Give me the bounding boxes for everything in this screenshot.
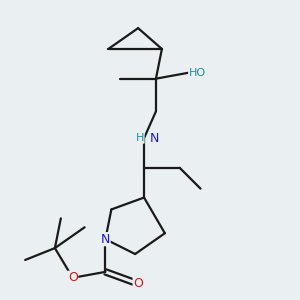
Text: N: N <box>150 132 159 145</box>
Text: O: O <box>68 271 78 284</box>
Text: H: H <box>136 133 144 143</box>
Text: HO: HO <box>189 68 206 78</box>
Text: N: N <box>101 233 110 246</box>
Text: O: O <box>133 277 143 290</box>
